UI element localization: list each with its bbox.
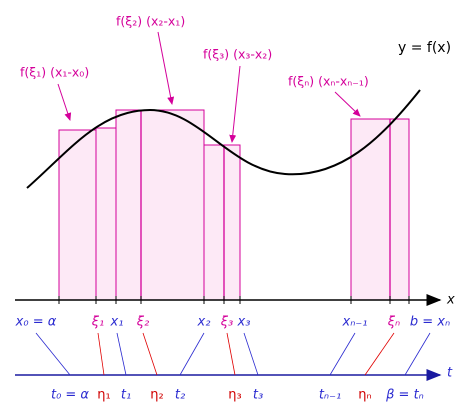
rect — [203, 144, 241, 301]
t-point-label: β = tₙ — [385, 388, 424, 403]
x-point-label: x₃ — [237, 315, 251, 330]
x-point-label: ξ₂ — [136, 315, 149, 330]
xi-lines — [140, 110, 391, 300]
connector — [116, 332, 127, 376]
curve — [26, 89, 421, 189]
connector — [404, 332, 431, 376]
t-point-label: t₂ — [175, 388, 185, 403]
t-point-label: t₁ — [121, 388, 131, 403]
connector — [179, 332, 205, 376]
t-axis-label: t — [447, 366, 453, 381]
connector — [243, 332, 259, 376]
annotation-arrows — [57, 31, 361, 143]
arrow — [57, 83, 72, 121]
x-point-label: ξ₃ — [220, 315, 233, 330]
points: x₀ = α t₀ = α ξ₁ η₁ x₁ t₁ ξ₂ η₂ x₂ t₂ ξ₃ η₃ x₃ t₃ xₙ₋₁… — [15, 296, 450, 403]
connector — [226, 332, 236, 376]
connector — [35, 332, 71, 376]
arrow — [229, 65, 241, 143]
x-point-label: ξ₁ — [91, 315, 104, 330]
t-point-label: η₁ — [97, 388, 110, 403]
curve-label: y = f(x) — [398, 40, 451, 56]
annotation: f(ξₙ) (xₙ-xₙ₋₁) — [288, 74, 369, 89]
rectangles — [58, 109, 410, 301]
annotation: f(ξ₃) (x₃-x₂) — [203, 47, 272, 62]
x-point-label: b = xₙ — [410, 315, 450, 330]
t-point-label: tₙ₋₁ — [319, 388, 341, 403]
t-point-label: η₃ — [228, 388, 241, 403]
arrow — [157, 31, 175, 105]
x-axis-label: x — [446, 293, 455, 308]
rect — [58, 129, 97, 301]
arrow — [334, 91, 361, 117]
t-point-label: t₃ — [253, 388, 263, 403]
connector — [142, 332, 158, 376]
connector — [97, 332, 105, 376]
x-point-label: x₁ — [110, 315, 124, 330]
connector — [329, 332, 356, 376]
rect — [115, 109, 205, 301]
annotation: f(ξ₂) (x₂-x₁) — [116, 14, 185, 29]
connector — [364, 332, 395, 376]
rect — [95, 127, 117, 301]
x-point-label: x₀ = α — [15, 315, 57, 330]
t-point-label: η₂ — [150, 388, 163, 403]
x-point-label: xₙ₋₁ — [342, 315, 368, 330]
rect — [350, 118, 410, 301]
x-point-label: x₂ — [197, 315, 211, 330]
annotation: f(ξ₁) (x₁-x₀) — [20, 65, 89, 80]
t-point-label: ηₙ — [358, 388, 371, 403]
x-point-label: ξₙ — [387, 315, 400, 330]
t-point-label: t₀ = α — [51, 388, 89, 403]
